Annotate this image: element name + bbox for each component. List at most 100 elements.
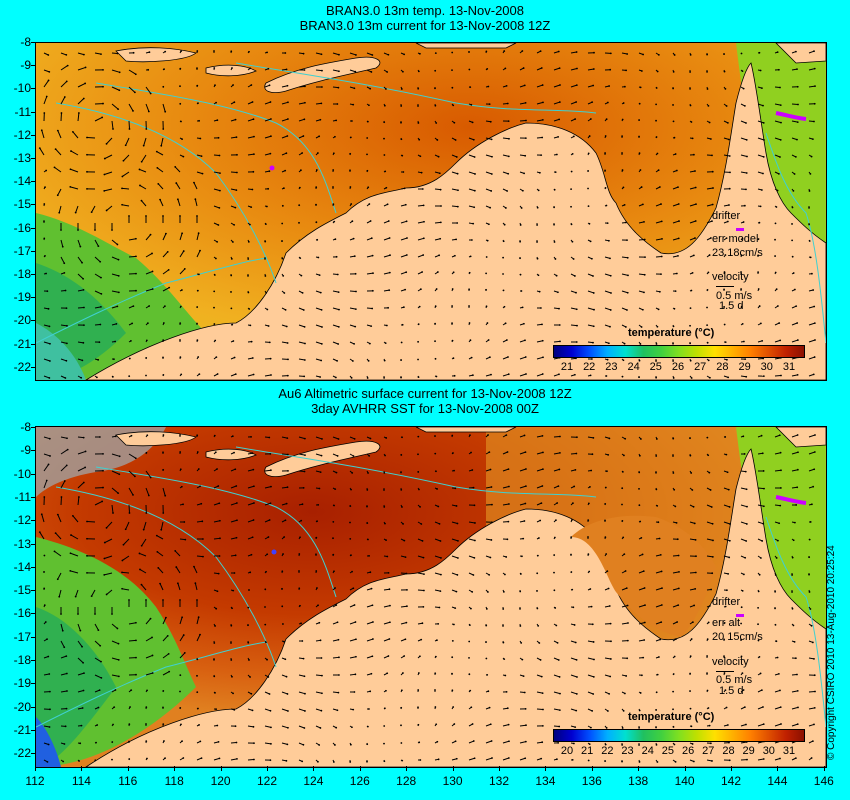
bottom-y-tick — [31, 683, 35, 685]
x-tick — [35, 766, 36, 771]
bottom-velocity-label: velocity — [712, 656, 749, 668]
x-tick — [127, 766, 129, 771]
colorbar-tick-label: 31 — [782, 745, 796, 757]
colorbar-tick-label: 28 — [716, 361, 729, 373]
bottom-colorbar — [553, 729, 805, 742]
bottom-y-tick — [31, 520, 35, 522]
colorbar-tick-label: 23 — [621, 745, 634, 757]
colorbar-tick-label: 24 — [627, 361, 640, 373]
top-err-value: 23 18cm/s — [712, 247, 763, 259]
colorbar-tick-label: 21 — [560, 361, 574, 373]
bottom-velocity-time: 1.5 d — [719, 685, 744, 697]
bottom-y-tick — [31, 543, 35, 545]
top-y-tick — [31, 320, 35, 322]
top-y-tick-label: -19 — [13, 290, 31, 305]
x-tick — [81, 766, 83, 771]
bottom-y-tick — [31, 613, 35, 615]
x-tick-label: 144 — [767, 774, 788, 788]
colorbar-tick-label: 23 — [605, 361, 618, 373]
bottom-y-tick — [31, 729, 35, 731]
bottom-drifter-2 — [775, 495, 807, 505]
bottom-y-tick-label: -20 — [13, 699, 31, 714]
colorbar-tick-label: 30 — [760, 361, 773, 373]
bottom-err-value: 20 15cm/s — [712, 631, 763, 643]
colorbar-tick-label: 31 — [782, 361, 796, 373]
colorbar-tick-label: 29 — [738, 361, 751, 373]
bottom-y-tick — [31, 660, 35, 661]
top-y-tick — [31, 227, 35, 229]
top-y-tick-label: -14 — [13, 174, 31, 189]
colorbar-tick-label: 21 — [581, 745, 594, 757]
bottom-title-line2: 3day AVHRR SST for 13-Nov-2008 00Z — [311, 401, 539, 416]
x-tick — [452, 766, 454, 771]
top-y-tick-label: -20 — [13, 313, 31, 328]
top-title-line2: BRAN3.0 13m current for 13-Nov-2008 12Z — [299, 18, 551, 33]
bottom-y-tick — [31, 590, 35, 592]
x-tick-label: 126 — [349, 774, 370, 788]
bottom-y-tick — [31, 566, 35, 568]
bottom-y-tick-label: -12 — [13, 513, 31, 528]
colorbar-tick-label: 30 — [762, 745, 775, 757]
colorbar-tick-label: 27 — [702, 745, 715, 757]
x-tick-label: 132 — [488, 774, 510, 788]
bottom-y-tick-label: -14 — [13, 559, 31, 574]
top-velocity-time: 1.5 d — [719, 300, 744, 312]
x-tick — [638, 766, 640, 771]
top-map-panel: drifter err model 23 18cm/s velocity 0.5… — [35, 42, 827, 381]
bottom-y-tick — [31, 450, 35, 452]
x-tick-label: 124 — [303, 774, 324, 788]
x-tick — [499, 766, 500, 771]
x-tick — [545, 766, 547, 771]
x-tick-label: 118 — [164, 774, 184, 788]
top-y-tick — [31, 88, 35, 90]
top-y-tick-label: -21 — [13, 336, 31, 351]
top-y-tick — [31, 181, 35, 183]
top-y-tick-label: -18 — [13, 267, 31, 281]
x-tick-label: 130 — [442, 774, 463, 788]
top-err-label: err model — [712, 233, 759, 245]
colorbar-tick-label: 20 — [560, 745, 574, 757]
bottom-y-tick — [31, 496, 35, 498]
top-velocity-label: velocity — [712, 271, 749, 283]
bottom-map-panel: drifter err alt 20 15cm/s velocity 0.5 m… — [35, 426, 827, 768]
x-tick — [313, 766, 315, 771]
top-y-tick — [31, 158, 35, 159]
x-tick-label: 140 — [674, 774, 695, 788]
x-tick — [267, 766, 268, 771]
bottom-colorbar-title: temperature (°C) — [628, 711, 715, 723]
bottom-y-tick — [31, 753, 35, 755]
top-colorbar — [553, 345, 805, 358]
bottom-title-line1: Au6 Altimetric surface current for 13-No… — [278, 386, 572, 401]
bottom-y-tick-label: -21 — [13, 722, 31, 737]
bottom-velocity-scale: 0.5 m/s — [716, 674, 753, 686]
top-velocity-scale: 0.5 m/s — [716, 290, 753, 302]
top-y-tick-label: -8 — [20, 35, 31, 49]
top-map-svg — [36, 43, 826, 380]
colorbar-tick-label: 29 — [742, 745, 755, 757]
top-y-tick-label: -11 — [14, 104, 31, 119]
colorbar-tick-label: 27 — [694, 361, 707, 373]
top-y-tick-label: -13 — [13, 151, 31, 165]
bottom-y-tick-label: -22 — [13, 746, 31, 761]
bottom-y-tick-label: -10 — [13, 466, 31, 481]
bottom-y-tick-label: -19 — [13, 676, 31, 691]
bottom-y-tick-label: -8 — [20, 420, 31, 434]
top-y-tick — [31, 42, 35, 43]
x-tick-label: 116 — [118, 774, 138, 788]
x-tick — [220, 766, 222, 771]
top-title-line1: BRAN3.0 13m temp. 13-Nov-2008 — [326, 3, 524, 18]
top-y-tick-label: -22 — [13, 359, 31, 374]
copyright-notice: © Copyright CSIRO 2010 13-Aug-2010 20:25… — [826, 545, 837, 760]
top-y-tick — [31, 65, 35, 67]
top-y-tick-label: -17 — [13, 243, 31, 258]
bottom-current-arrows — [38, 434, 816, 763]
top-colorbar-title: temperature (°C) — [628, 327, 715, 339]
top-timor-island — [264, 56, 381, 93]
x-tick-label: 128 — [396, 774, 417, 788]
x-tick-label: 142 — [720, 774, 742, 788]
bottom-map-svg — [36, 427, 826, 767]
bottom-y-tick-label: -18 — [13, 653, 31, 667]
top-y-tick — [31, 343, 35, 345]
colorbar-tick-label: 24 — [641, 745, 654, 757]
bottom-y-tick — [31, 636, 35, 638]
